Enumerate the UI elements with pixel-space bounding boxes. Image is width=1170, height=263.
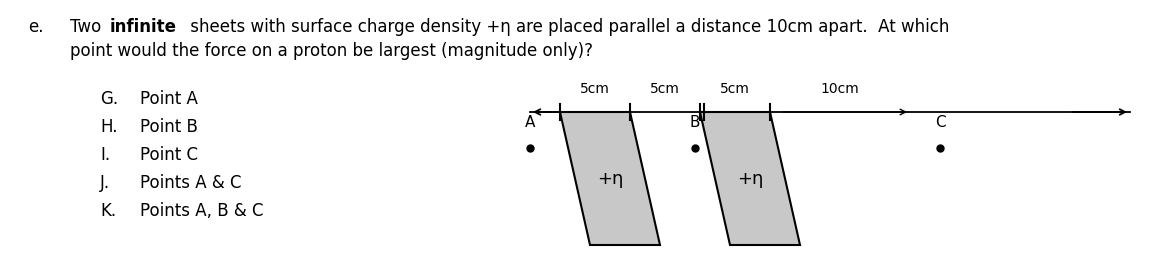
Text: e.: e. xyxy=(28,18,43,36)
Text: 5cm: 5cm xyxy=(720,82,750,96)
Text: Point A: Point A xyxy=(140,90,198,108)
Text: C: C xyxy=(935,115,945,130)
Text: A: A xyxy=(525,115,535,130)
Text: Points A, B & C: Points A, B & C xyxy=(140,202,263,220)
Text: 5cm: 5cm xyxy=(580,82,610,96)
Text: Point B: Point B xyxy=(140,118,198,136)
Text: K.: K. xyxy=(99,202,116,220)
Polygon shape xyxy=(700,112,800,245)
Text: G.: G. xyxy=(99,90,118,108)
Text: +η: +η xyxy=(737,169,763,188)
Text: H.: H. xyxy=(99,118,117,136)
Text: point would the force on a proton be largest (magnitude only)?: point would the force on a proton be lar… xyxy=(70,42,593,60)
Polygon shape xyxy=(560,112,660,245)
Text: B: B xyxy=(690,115,701,130)
Text: I.: I. xyxy=(99,146,110,164)
Text: 5cm: 5cm xyxy=(651,82,680,96)
Text: J.: J. xyxy=(99,174,110,192)
Text: Points A & C: Points A & C xyxy=(140,174,241,192)
Text: Two: Two xyxy=(70,18,106,36)
Text: +η: +η xyxy=(597,169,624,188)
Text: sheets with surface charge density +η are placed parallel a distance 10cm apart.: sheets with surface charge density +η ar… xyxy=(185,18,949,36)
Text: infinite: infinite xyxy=(110,18,177,36)
Text: Point C: Point C xyxy=(140,146,198,164)
Text: 10cm: 10cm xyxy=(820,82,860,96)
